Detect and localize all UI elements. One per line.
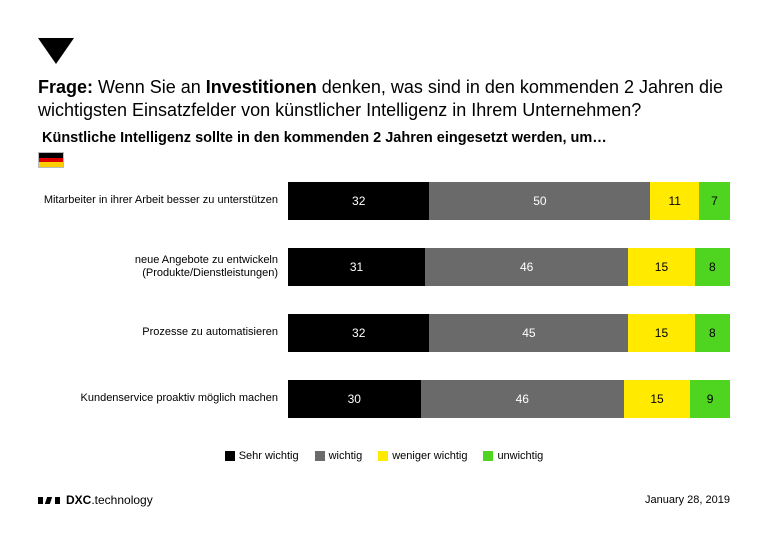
bar-segment: 50 [429, 182, 650, 220]
bar-segment: 8 [695, 248, 730, 286]
legend-label: Sehr wichtig [239, 450, 299, 462]
germany-flag-icon [38, 152, 64, 168]
bar-segment: 30 [288, 380, 421, 418]
legend-swatch-icon [225, 451, 235, 461]
row-label: neue Angebote zu entwickeln (Produkte/Di… [38, 254, 288, 280]
question-bold: Investitionen [206, 77, 317, 97]
row-label: Kundenservice proaktiv möglich machen [38, 392, 288, 405]
chart-subtitle: Künstliche Intelligenz sollte in den kom… [42, 130, 730, 146]
bar-segment: 46 [421, 380, 624, 418]
bar-segment: 31 [288, 248, 425, 286]
chart-row: Prozesse zu automatisieren3245158 [38, 312, 730, 354]
legend-item: unwichtig [483, 450, 543, 462]
legend-label: unwichtig [497, 450, 543, 462]
dxc-logo: DXC.technology [38, 493, 153, 507]
bar-segment: 15 [628, 248, 694, 286]
row-bars: 3046159 [288, 380, 730, 418]
chart-legend: Sehr wichtig wichtig weniger wichtig unwich… [0, 450, 768, 462]
legend-item: wichtig [315, 450, 363, 462]
dxc-logo-icon [38, 497, 60, 504]
bar-segment: 15 [628, 314, 694, 352]
legend-label: wichtig [329, 450, 363, 462]
bar-segment: 46 [425, 248, 628, 286]
row-bars: 3245158 [288, 314, 730, 352]
bar-segment: 9 [690, 380, 730, 418]
legend-label: weniger wichtig [392, 450, 467, 462]
chart-row: Mitarbeiter in ihrer Arbeit besser zu un… [38, 180, 730, 222]
row-label: Prozesse zu automatisieren [38, 326, 288, 339]
chart-row: Kundenservice proaktiv möglich machen304… [38, 378, 730, 420]
bar-segment: 32 [288, 314, 429, 352]
bar-segment: 32 [288, 182, 429, 220]
question-pre: Wenn Sie an [93, 77, 206, 97]
legend-item: weniger wichtig [378, 450, 467, 462]
chart-row: neue Angebote zu entwickeln (Produkte/Di… [38, 246, 730, 288]
bar-segment: 15 [624, 380, 690, 418]
brand-name: DXC.technology [66, 493, 153, 507]
row-bars: 3250117 [288, 182, 730, 220]
stacked-bar-chart: Mitarbeiter in ihrer Arbeit besser zu un… [38, 180, 730, 444]
bar-segment: 8 [695, 314, 730, 352]
legend-swatch-icon [483, 451, 493, 461]
bar-segment: 7 [699, 182, 730, 220]
bar-segment: 11 [650, 182, 699, 220]
row-bars: 3146158 [288, 248, 730, 286]
question-lead: Frage: [38, 77, 93, 97]
legend-swatch-icon [378, 451, 388, 461]
slide-footer: DXC.technology January 28, 2019 [38, 493, 730, 507]
legend-item: Sehr wichtig [225, 450, 299, 462]
question-text: Frage: Wenn Sie an Investitionen denken,… [38, 76, 730, 121]
bar-segment: 45 [429, 314, 628, 352]
brand-triangle-icon [38, 38, 74, 64]
legend-swatch-icon [315, 451, 325, 461]
slide-date: January 28, 2019 [645, 494, 730, 506]
row-label: Mitarbeiter in ihrer Arbeit besser zu un… [38, 194, 288, 207]
